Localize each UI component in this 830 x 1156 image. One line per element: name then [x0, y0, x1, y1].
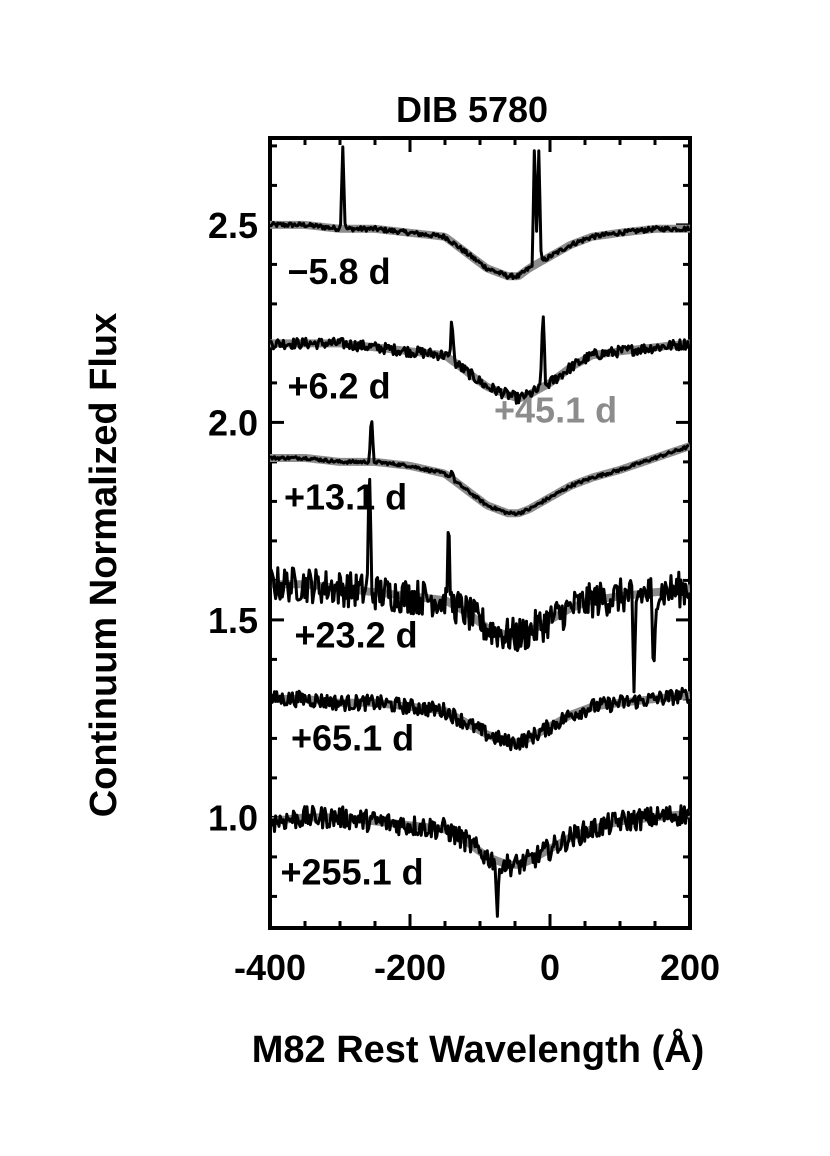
spectrum-series-line: [270, 145, 690, 280]
y-tick-label: 1.0: [208, 797, 258, 838]
reference-epoch-label: +45.1 d: [494, 389, 617, 430]
spectrum-series-line: [270, 477, 690, 694]
spectrum-series-line: [270, 686, 690, 752]
series-epoch-label: +13.1 d: [284, 476, 407, 517]
series-epoch-label: +23.2 d: [295, 615, 418, 656]
spectrum-series-line: [270, 315, 690, 405]
y-tick-label: 2.0: [208, 402, 258, 443]
x-tick-label: 0: [540, 947, 560, 988]
x-ticks: -400 -200 0 200: [234, 138, 720, 988]
x-tick-label: -200: [374, 947, 446, 988]
y-tick-label: 2.5: [208, 205, 258, 246]
series-epoch-label: +6.2 d: [288, 366, 391, 407]
spectrum-series-line: [270, 804, 690, 918]
chart-title: DIB 5780: [396, 89, 548, 130]
y-tick-label: 1.5: [208, 600, 258, 641]
series-epoch-label: +255.1 d: [281, 852, 424, 893]
spectrum-series-line: [270, 420, 690, 517]
series-group: [270, 145, 690, 918]
series-labels: −5.8 d +6.2 d +13.1 d +23.2 d +65.1 d +255.1 …: [281, 251, 618, 892]
x-axis-label: M82 Rest Wavelength (Å): [252, 1027, 705, 1071]
series-epoch-label: +65.1 d: [291, 717, 414, 758]
y-ticks: 1.0 1.5 2.0 2.5: [208, 144, 690, 898]
x-tick-label: 200: [660, 947, 720, 988]
x-tick-label: -400: [234, 947, 306, 988]
y-axis-label: Continuum Normalized Flux: [83, 313, 125, 818]
series-epoch-label: −5.8 d: [288, 251, 391, 292]
